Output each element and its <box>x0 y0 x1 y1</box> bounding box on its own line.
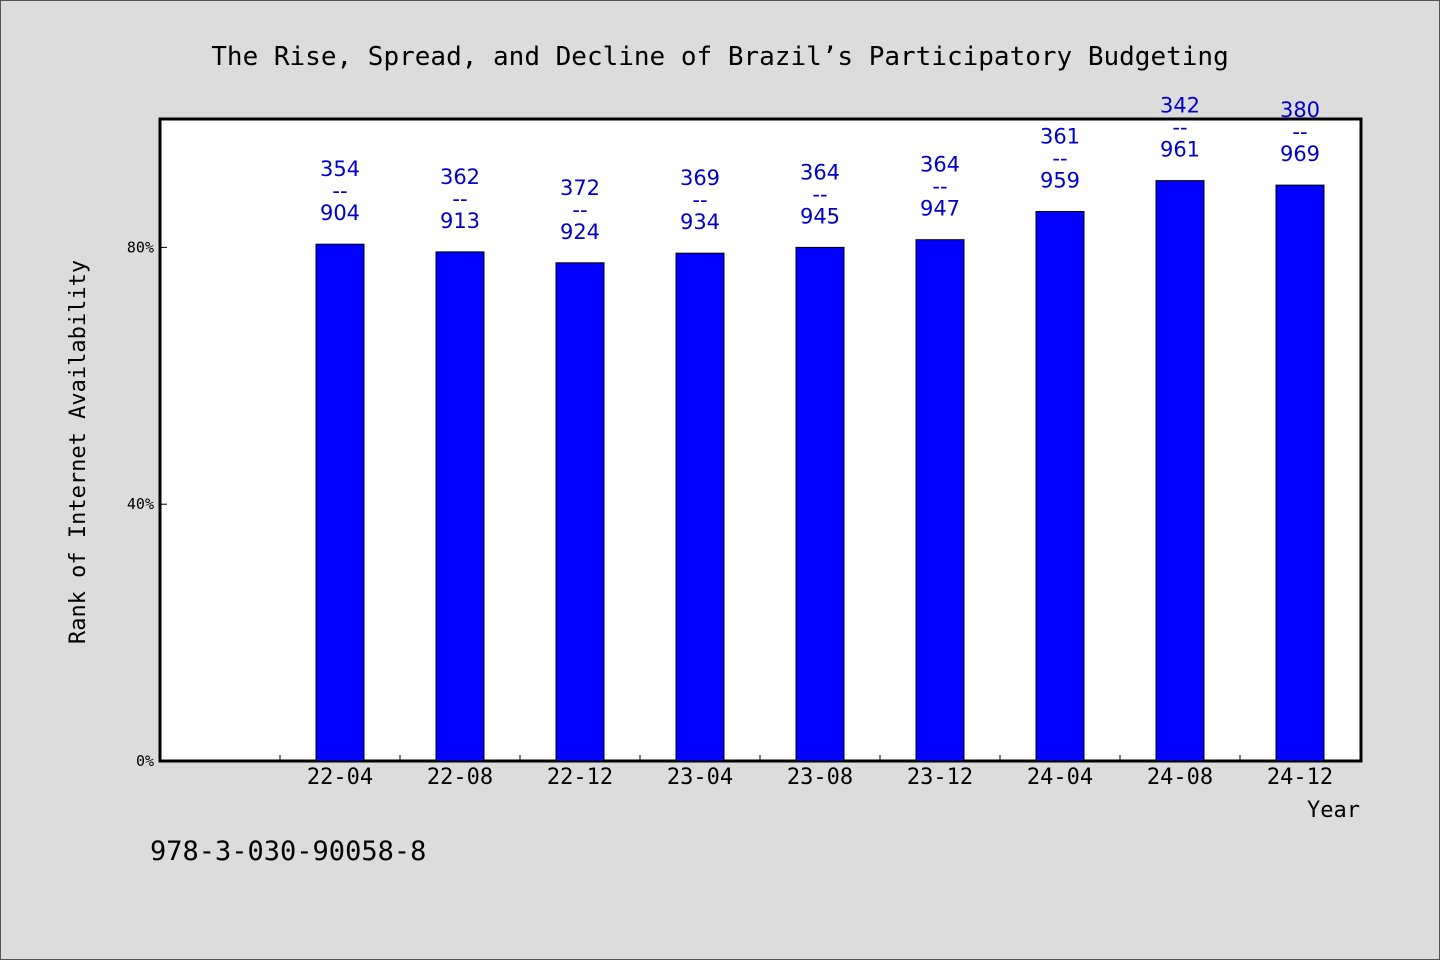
bar-22-12 <box>555 262 605 762</box>
bar-label-top: 342 <box>1160 94 1200 118</box>
bar-label-bottom: 969 <box>1280 142 1320 166</box>
bar-label-top: 372 <box>560 176 600 200</box>
bar-label-separator: -- <box>332 179 347 203</box>
bar-label-bottom: 934 <box>680 210 720 234</box>
bar-23-04 <box>675 252 725 762</box>
bar-label-top: 369 <box>680 166 720 190</box>
bar-24-08 <box>1155 180 1205 762</box>
y-tick-label: 80% <box>127 238 154 256</box>
bar-23-12 <box>915 239 965 762</box>
footer-code: 978-3-030-90058-8 <box>150 836 427 867</box>
bar-label-separator: -- <box>452 187 467 211</box>
bar-label-bottom: 959 <box>1040 168 1080 192</box>
x-tick-label: 22-08 <box>427 765 493 790</box>
bar-label-bottom: 945 <box>800 204 840 228</box>
chart-title: The Rise, Spread, and Decline of Brazil’… <box>211 42 1228 72</box>
bar-label-top: 362 <box>440 165 480 189</box>
x-tick-label: 22-04 <box>307 765 373 790</box>
bar-label-top: 364 <box>800 160 840 184</box>
x-tick-label: 24-12 <box>1267 765 1333 790</box>
x-tick-label: 22-12 <box>547 765 613 790</box>
y-tick-label: 40% <box>127 495 154 513</box>
bar-label-separator: -- <box>692 188 707 212</box>
bar-label-bottom: 947 <box>920 197 960 221</box>
x-tick-label: 24-08 <box>1147 765 1213 790</box>
bar-label-top: 380 <box>1280 98 1320 122</box>
bars-group <box>315 180 1325 762</box>
bar-22-08 <box>435 251 485 762</box>
bar-22-04 <box>315 243 365 762</box>
bar-label-top: 354 <box>320 157 360 181</box>
bar-labels-group: 354--904362--913372--924369--934364--945… <box>320 94 1320 244</box>
y-axis-label: Rank of Internet Availability <box>66 260 91 644</box>
bar-label-separator: -- <box>812 182 827 206</box>
x-axis: 22-04 22-08 22-12 23-04 23-08 23-12 24-04 24-08… <box>279 755 1361 790</box>
x-axis-label: Year <box>1307 798 1360 823</box>
bar-label-separator: -- <box>1292 120 1307 144</box>
x-tick-label: 23-12 <box>907 765 973 790</box>
bar-label-separator: -- <box>572 198 587 222</box>
bar-label-top: 361 <box>1040 124 1080 148</box>
x-tick-label: 24-04 <box>1027 765 1093 790</box>
x-tick-label: 23-04 <box>667 765 733 790</box>
x-tick-label: 23-08 <box>787 765 853 790</box>
bar-label-bottom: 913 <box>440 209 480 233</box>
bar-label-bottom: 961 <box>1160 138 1200 162</box>
bar-24-04 <box>1035 210 1085 762</box>
y-axis: 0% 40% 80% <box>127 238 167 770</box>
bar-23-08 <box>795 246 845 762</box>
y-tick-label: 0% <box>136 752 154 770</box>
bar-label-separator: -- <box>1172 116 1187 140</box>
bar-label-top: 364 <box>920 153 960 177</box>
bar-label-bottom: 924 <box>560 220 600 244</box>
bar-label-separator: -- <box>1052 146 1067 170</box>
bar-label-separator: -- <box>932 175 947 199</box>
bar-24-12 <box>1275 184 1325 762</box>
bar-label-bottom: 904 <box>320 201 360 225</box>
